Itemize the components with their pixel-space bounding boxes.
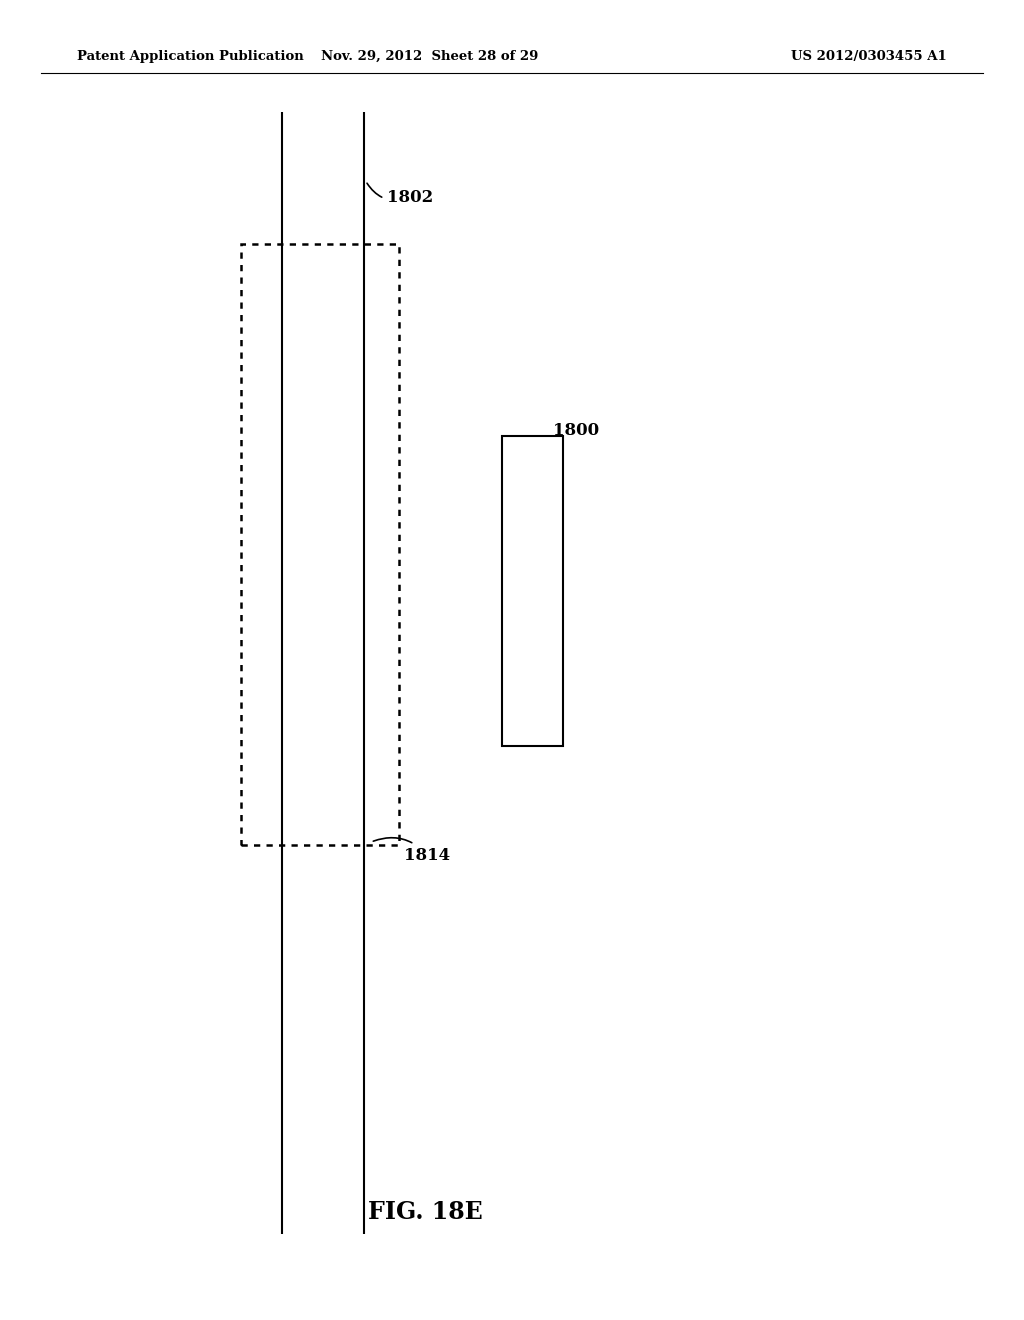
Text: 1802: 1802 xyxy=(367,183,433,206)
Text: Patent Application Publication: Patent Application Publication xyxy=(77,50,303,63)
Text: US 2012/0303455 A1: US 2012/0303455 A1 xyxy=(792,50,947,63)
Text: 1800: 1800 xyxy=(538,422,599,446)
Bar xyxy=(241,244,399,845)
Text: 1814: 1814 xyxy=(374,838,451,863)
Text: Nov. 29, 2012  Sheet 28 of 29: Nov. 29, 2012 Sheet 28 of 29 xyxy=(322,50,539,63)
Text: FIG. 18E: FIG. 18E xyxy=(368,1200,482,1224)
Bar xyxy=(502,436,563,746)
